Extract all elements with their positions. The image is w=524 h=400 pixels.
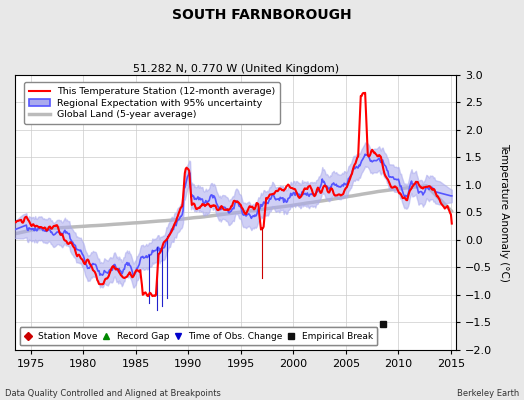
Text: Berkeley Earth: Berkeley Earth <box>456 389 519 398</box>
Title: 51.282 N, 0.770 W (United Kingdom): 51.282 N, 0.770 W (United Kingdom) <box>133 64 339 74</box>
Text: Data Quality Controlled and Aligned at Breakpoints: Data Quality Controlled and Aligned at B… <box>5 389 221 398</box>
Text: SOUTH FARNBOROUGH: SOUTH FARNBOROUGH <box>172 8 352 22</box>
Legend: Station Move, Record Gap, Time of Obs. Change, Empirical Break: Station Move, Record Gap, Time of Obs. C… <box>19 328 377 346</box>
Y-axis label: Temperature Anomaly (°C): Temperature Anomaly (°C) <box>499 143 509 282</box>
